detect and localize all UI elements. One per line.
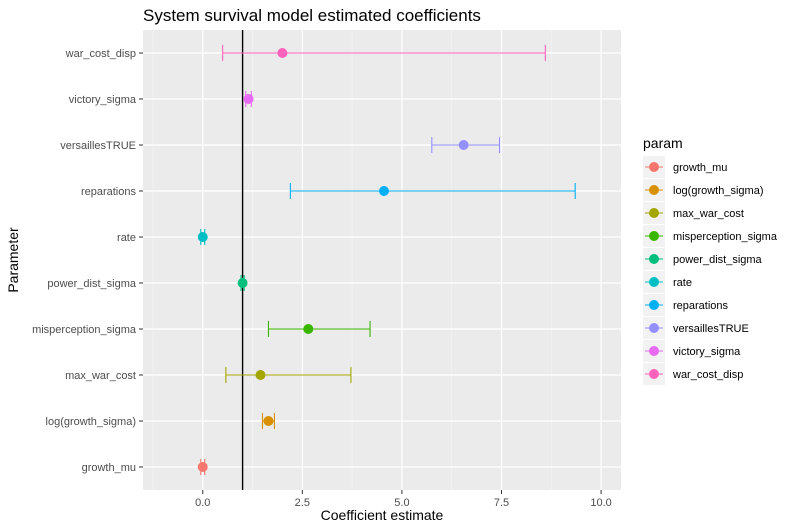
legend-label: reparations [673,300,729,312]
data-point [378,186,389,196]
y-tick-label: victory_sigma [69,94,137,106]
legend-key-point [649,254,659,264]
axes: 0.0 2.5 5.0 7.5 10.0 growth_mu log(growth_sigm… [32,48,612,509]
x-tick-label: 7.5 [494,497,509,509]
series-victory_sigma [243,91,254,107]
legend-label: rate [673,277,692,289]
legend-label: versaillesTRUE [673,323,749,335]
legend-title: param [643,135,683,151]
legend-item: rate [643,271,692,293]
y-tick-label: war_cost_disp [65,48,136,60]
series-max_war_cost [225,367,352,383]
data-point [197,232,208,242]
legend-key-point [649,323,659,333]
legend-key-point [649,346,659,356]
series-rate [197,229,208,245]
legend-item: versaillesTRUE [643,317,749,339]
data-series-group [197,45,576,475]
legend-items: growth_mu log(growth_sigma) max_war_costmi… [643,156,778,385]
series-war_cost_disp [222,45,546,61]
y-tick-label: log(growth_sigma) [46,416,136,428]
legend-item: misperception_sigma [643,225,778,247]
legend-label: war_cost_disp [672,369,743,381]
y-tick-label: versaillesTRUE [60,140,136,152]
series-power_dist_sigma [237,275,248,291]
data-point [243,94,254,104]
series-growth_mu [197,459,208,475]
x-tick-label: 5.0 [394,497,409,509]
y-tick-label: max_war_cost [65,370,136,382]
legend-item: log(growth_sigma) [643,179,763,201]
legend-key-point [649,300,659,310]
y-tick-label: growth_mu [82,462,136,474]
legend-key-point [649,231,659,241]
legend-label: log(growth_sigma) [673,185,763,197]
x-axis-title: Coefficient estimate [321,507,444,523]
data-point [255,370,266,380]
legend-key-point [649,162,659,172]
y-tick-label: power_dist_sigma [47,278,137,290]
legend-label: max_war_cost [673,208,744,220]
data-point [303,324,314,334]
legend-key-point [649,185,659,195]
x-tick-label: 10.0 [590,497,611,509]
series-versaillesTRUE [431,137,501,153]
legend-key-point [649,369,659,379]
legend-item: war_cost_disp [643,363,743,385]
series-misperception_sigma [267,321,371,337]
series-reparations [289,183,576,199]
legend-item: max_war_cost [643,202,744,224]
legend-label: misperception_sigma [673,231,778,243]
y-tick-label: reparations [81,186,137,198]
series-log(growth_sigma) [261,413,276,429]
data-point [277,48,288,58]
legend-label: power_dist_sigma [673,254,763,266]
legend-item: power_dist_sigma [643,248,763,270]
data-point [237,278,248,288]
legend-item: reparations [643,294,729,316]
legend-key-point [649,208,659,218]
data-point [458,140,469,150]
legend: param growth_mu log(growth_sigma) max_war_… [643,135,778,385]
x-tick-label: 0.0 [195,497,210,509]
chart-title: System survival model estimated coeffici… [143,6,481,25]
legend-item: victory_sigma [643,340,741,362]
x-tick-label: 2.5 [295,497,310,509]
legend-label: growth_mu [673,162,727,174]
data-point [197,462,208,472]
y-axis-title: Parameter [5,227,21,293]
y-tick-label: rate [117,232,136,244]
legend-item: growth_mu [643,156,727,178]
legend-label: victory_sigma [673,346,741,358]
y-tick-label: misperception_sigma [32,324,137,336]
data-point [263,416,274,426]
plot-panel [143,30,621,490]
legend-key-point [649,277,659,287]
